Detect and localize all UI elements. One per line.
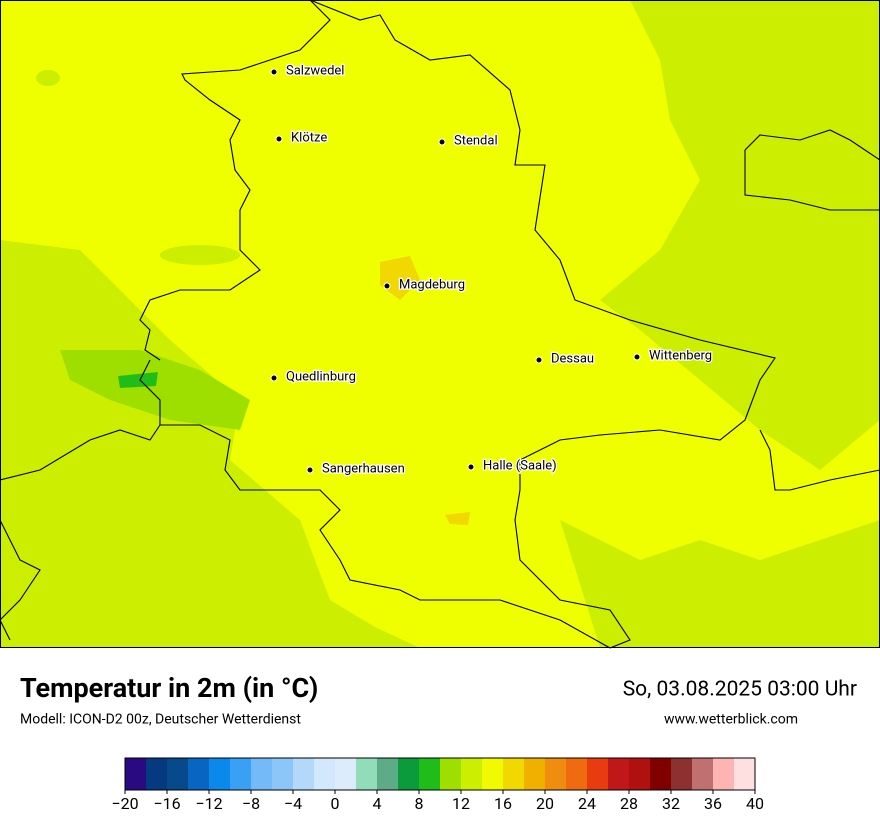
city-label: Klötze	[291, 130, 327, 145]
city-dot	[270, 374, 278, 382]
color-segment	[503, 758, 525, 790]
tick-label: 24	[578, 794, 596, 813]
color-segment	[461, 758, 483, 790]
colorbar: −20 −16 −12 −8 −4 0 4 8 12 16 20 24 28 32 36 40	[111, 757, 764, 813]
forecast-time: So, 03.08.2025 03:00 Uhr	[623, 678, 857, 702]
city-label: Wittenberg	[649, 348, 712, 363]
color-segment	[125, 758, 147, 790]
color-segment	[146, 758, 168, 790]
tick-label: 8	[415, 794, 424, 813]
color-segment	[524, 758, 546, 790]
city-dot	[438, 138, 446, 146]
map-title: Temperatur in 2m (in °C)	[20, 672, 318, 704]
color-segment	[272, 758, 294, 790]
color-segment	[314, 758, 336, 790]
color-segment	[566, 758, 588, 790]
temperature-field-cold	[118, 372, 158, 388]
tick-label: 40	[746, 794, 764, 813]
city-dot	[535, 356, 543, 364]
tick-label: −4	[284, 794, 302, 813]
colorbar-frame	[124, 757, 756, 791]
tick-label: 36	[704, 794, 722, 813]
color-segment	[230, 758, 252, 790]
color-segment	[167, 758, 189, 790]
tick-label: −12	[195, 794, 222, 813]
temperature-field-cool	[60, 350, 250, 430]
tick-label: −20	[111, 794, 138, 813]
borders	[0, 0, 880, 649]
model-info: Modell: ICON-D2 00z, Deutscher Wetterdie…	[20, 712, 301, 728]
color-segment	[671, 758, 693, 790]
tick-label: 4	[373, 794, 382, 813]
temperature-field-warm	[445, 512, 470, 525]
city-label: Dessau	[551, 351, 594, 366]
color-segment	[356, 758, 378, 790]
tick-label: 20	[536, 794, 554, 813]
cities: Salzwedel Klötze Stendal Magdeburg Dessau Wit…	[270, 62, 713, 478]
map: Salzwedel Klötze Stendal Magdeburg Dessau Wit…	[0, 0, 880, 649]
city-dot	[306, 466, 314, 474]
color-segment	[734, 758, 756, 790]
temperature-field-warm	[380, 256, 420, 300]
color-segment	[188, 758, 210, 790]
color-segment	[293, 758, 315, 790]
tick-label: −8	[242, 794, 260, 813]
city-label: Magdeburg	[399, 277, 465, 292]
color-segment	[713, 758, 735, 790]
color-segment	[608, 758, 630, 790]
color-segment	[545, 758, 567, 790]
color-segment	[419, 758, 441, 790]
tick-label: 16	[494, 794, 512, 813]
city-dot	[383, 282, 391, 290]
color-segment	[251, 758, 273, 790]
tick-label: 32	[662, 794, 680, 813]
color-segment	[398, 758, 420, 790]
city-dot	[275, 135, 283, 143]
city-dot	[633, 353, 641, 361]
city-label: Halle (Saale)	[483, 458, 557, 473]
city-label: Sangerhausen	[322, 461, 405, 476]
city-label: Salzwedel	[286, 63, 344, 78]
city-dot	[270, 68, 278, 76]
website: www.wetterblick.com	[664, 712, 798, 728]
color-segment	[440, 758, 462, 790]
color-segment	[209, 758, 231, 790]
tick-label: 28	[620, 794, 638, 813]
color-segment	[629, 758, 651, 790]
city-label: Quedlinburg	[286, 369, 356, 384]
tick-label: −16	[153, 794, 180, 813]
color-segment	[482, 758, 504, 790]
city-dot	[467, 463, 475, 471]
tick-label: 0	[331, 794, 340, 813]
color-segment	[377, 758, 399, 790]
temperature-field	[0, 0, 880, 648]
color-segment	[335, 758, 357, 790]
color-segment	[692, 758, 714, 790]
color-segment	[587, 758, 609, 790]
color-segment	[650, 758, 672, 790]
city-label: Stendal	[454, 133, 498, 148]
tick-label: 12	[452, 794, 470, 813]
